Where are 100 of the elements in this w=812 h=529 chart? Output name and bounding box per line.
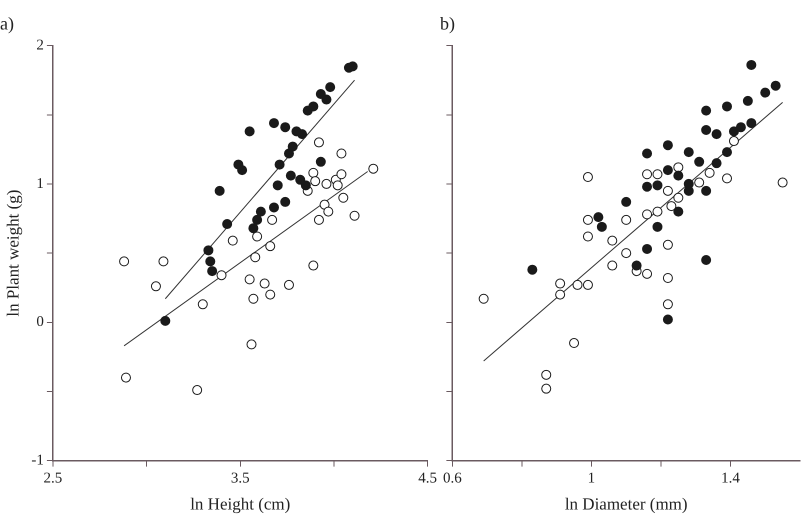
- point: [237, 165, 248, 176]
- point: [252, 214, 262, 225]
- point: [662, 140, 673, 150]
- y-axis-title: ln Plant weight (g): [4, 190, 23, 317]
- point: [314, 214, 324, 225]
- point: [246, 339, 256, 350]
- point: [300, 180, 311, 190]
- point: [662, 240, 673, 250]
- point: [272, 180, 283, 190]
- point: [214, 186, 225, 196]
- point: [268, 202, 279, 212]
- x-axis-title: ln Diameter (mm): [564, 494, 688, 514]
- point: [323, 206, 334, 217]
- point: [250, 252, 260, 262]
- point: [280, 196, 290, 207]
- point: [742, 96, 753, 106]
- point: [284, 280, 294, 290]
- point: [582, 280, 593, 290]
- point: [662, 165, 673, 176]
- point: [722, 147, 732, 158]
- point: [582, 214, 593, 225]
- point: [593, 212, 604, 222]
- point: [607, 236, 618, 246]
- point: [778, 178, 788, 188]
- point: [316, 156, 326, 167]
- point: [284, 148, 294, 158]
- point: [642, 244, 652, 254]
- point: [248, 294, 258, 304]
- point: [321, 178, 332, 189]
- x-tick-label: 0.6: [443, 470, 462, 487]
- point: [596, 222, 607, 232]
- point: [216, 270, 227, 280]
- point: [203, 245, 214, 256]
- x-tick-label: 4.5: [418, 470, 437, 487]
- point: [632, 260, 642, 271]
- point: [325, 82, 336, 92]
- point: [244, 274, 255, 284]
- point: [252, 232, 262, 242]
- point: [119, 256, 130, 266]
- point: [662, 299, 673, 310]
- point: [673, 192, 684, 203]
- point: [582, 232, 593, 242]
- point: [572, 280, 583, 290]
- point: [642, 268, 652, 279]
- point: [338, 192, 348, 203]
- point: [308, 260, 318, 271]
- point: [207, 266, 218, 276]
- point: [621, 196, 632, 207]
- point: [722, 173, 732, 184]
- point: [662, 273, 673, 283]
- point: [642, 182, 652, 192]
- point: [728, 126, 739, 136]
- point: [746, 118, 756, 128]
- point: [265, 290, 276, 300]
- point: [302, 106, 313, 116]
- point: [192, 385, 202, 396]
- point: [274, 160, 285, 170]
- point: [704, 168, 715, 178]
- point: [652, 222, 662, 232]
- point: [244, 126, 255, 136]
- x-tick-label: 3.5: [230, 470, 250, 487]
- point: [673, 170, 684, 181]
- point: [621, 248, 632, 258]
- point: [701, 255, 712, 266]
- point: [222, 219, 232, 230]
- y-tick-label: 2: [36, 38, 44, 54]
- point: [712, 129, 722, 140]
- point: [736, 122, 746, 132]
- point: [555, 278, 566, 289]
- y-tick-label: 1: [36, 176, 44, 192]
- point: [728, 136, 739, 146]
- point: [267, 214, 278, 225]
- point: [701, 106, 712, 116]
- point: [260, 278, 270, 289]
- point: [662, 314, 673, 324]
- point: [308, 168, 318, 178]
- point: [280, 122, 290, 132]
- point: [621, 214, 632, 225]
- point: [607, 260, 618, 271]
- point: [701, 124, 712, 135]
- point: [694, 178, 704, 188]
- point: [541, 370, 552, 380]
- point: [666, 201, 676, 212]
- point: [712, 158, 722, 168]
- point: [332, 180, 343, 190]
- point: [350, 210, 360, 221]
- point: [555, 290, 566, 300]
- point: [248, 223, 258, 234]
- chart-title: b): [440, 14, 455, 34]
- x-tick-label: 1.4: [721, 470, 740, 487]
- x-tick-label: 2.5: [44, 470, 62, 487]
- x-axis-title: ln Height (cm): [190, 494, 290, 514]
- point: [198, 299, 208, 310]
- point: [336, 148, 346, 158]
- y-tick-label: 0: [36, 314, 44, 330]
- point: [701, 186, 712, 196]
- point: [527, 264, 538, 275]
- point: [642, 169, 652, 180]
- point: [642, 209, 652, 220]
- point: [662, 186, 673, 196]
